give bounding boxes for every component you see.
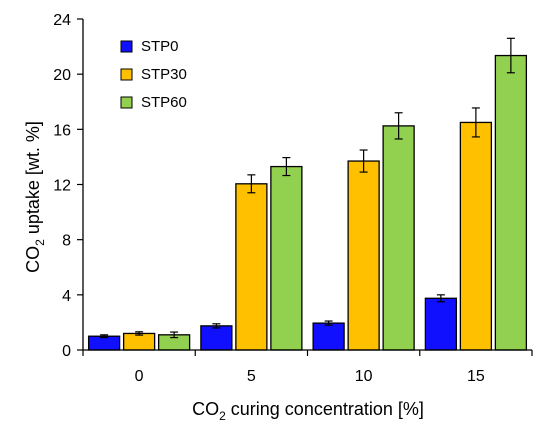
bar [200,325,233,351]
x-tick-label: 5 [247,368,256,385]
bar [122,332,156,351]
tick-labels-layer: 0 5 10 15 0 4 8 12 16 20 24 [53,12,485,385]
error-bars-layer [100,37,515,339]
y-tick-label: 4 [62,288,71,305]
x-tick-label: 15 [467,368,485,385]
bar [270,165,303,351]
bar [87,335,121,351]
bar [312,322,345,351]
x-tick-label: 10 [355,368,373,385]
y-tick-label: 12 [53,178,71,195]
legend-swatch [120,40,133,53]
legend-label: STP60 [141,94,187,111]
bar [382,125,415,351]
x-axis-title: CO2 curing concentration [%] [192,399,424,423]
bar [235,183,268,351]
y-axis-title: CO2 uptake [wt. %] [23,121,47,273]
legend-label: STP0 [141,38,179,55]
y-tick-label: 20 [53,67,71,84]
legend: STP0 STP30 STP60 [120,38,187,111]
y-tick-label: 8 [62,233,71,250]
bar [424,297,458,351]
y-tick-label: 16 [53,122,71,139]
bar [459,121,493,351]
y-tick-label: 24 [53,12,71,29]
legend-label: STP30 [141,66,187,83]
bar [347,160,380,351]
legend-swatch [120,68,133,81]
bar [494,54,528,351]
legend-swatch [120,96,133,109]
bars-layer [87,54,528,351]
x-tick-label: 0 [135,368,144,385]
y-tick-label: 0 [62,343,71,360]
axes-layer [77,18,533,356]
